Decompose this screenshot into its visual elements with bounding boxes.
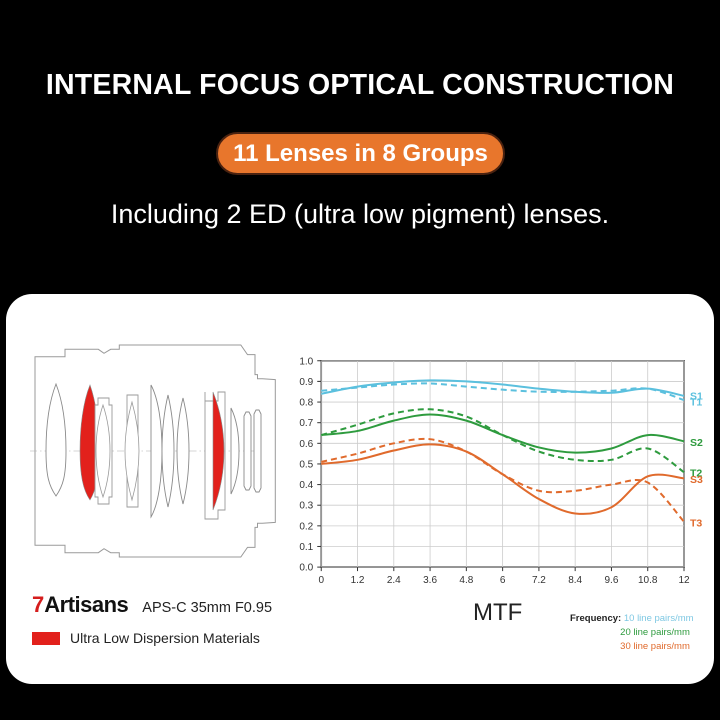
svg-text:1.2: 1.2 [351, 575, 365, 586]
svg-text:S2: S2 [690, 437, 703, 449]
svg-text:0.5: 0.5 [299, 459, 313, 470]
svg-text:S3: S3 [690, 474, 703, 486]
svg-text:0.7: 0.7 [299, 418, 313, 429]
svg-text:0: 0 [318, 575, 324, 586]
svg-text:12: 12 [678, 575, 690, 586]
svg-text:0.4: 0.4 [299, 480, 313, 491]
svg-text:2.4: 2.4 [387, 575, 401, 586]
svg-text:0.6: 0.6 [299, 439, 313, 450]
svg-text:7.2: 7.2 [532, 575, 546, 586]
svg-text:3.6: 3.6 [423, 575, 437, 586]
svg-text:0.2: 0.2 [299, 521, 313, 532]
svg-text:8.4: 8.4 [568, 575, 582, 586]
svg-text:T3: T3 [690, 517, 702, 529]
svg-text:10.8: 10.8 [638, 575, 658, 586]
svg-text:9.6: 9.6 [604, 575, 618, 586]
svg-text:0.3: 0.3 [299, 501, 313, 512]
svg-text:0.0: 0.0 [299, 563, 313, 574]
svg-text:T1: T1 [690, 397, 702, 409]
svg-text:0.9: 0.9 [299, 377, 313, 388]
svg-text:4.8: 4.8 [459, 575, 473, 586]
svg-text:0.8: 0.8 [299, 398, 313, 409]
svg-text:0.1: 0.1 [299, 542, 313, 553]
svg-text:6: 6 [500, 575, 506, 586]
svg-text:1.0: 1.0 [299, 356, 313, 367]
